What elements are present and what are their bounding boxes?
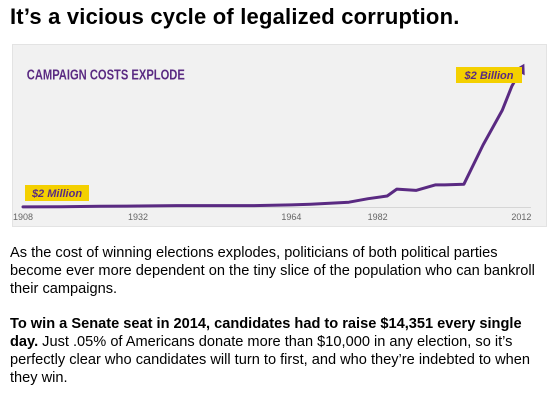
x-tick-label: 2012: [511, 212, 531, 222]
x-tick-label: 1964: [281, 212, 301, 222]
paragraph-cost-explodes: As the cost of winning elections explode…: [10, 245, 535, 297]
chart-svg: CAMPAIGN COSTS EXPLODE 1908 1932 1964 1982 20…: [13, 63, 531, 222]
chart-title: CAMPAIGN COSTS EXPLODE: [27, 66, 185, 83]
x-tick-label: 1982: [368, 212, 388, 222]
series-line: [21, 67, 523, 209]
annotation-end-label: $2 Billion: [464, 70, 514, 82]
senate-seat-rest-text: Just .05% of Americans donate more than …: [10, 334, 530, 386]
x-tick-label: 1908: [13, 212, 33, 222]
campaign-costs-chart: CAMPAIGN COSTS EXPLODE 1908 1932 1964 1982 20…: [12, 44, 547, 227]
headline: It’s a vicious cycle of legalized corrup…: [10, 4, 460, 29]
annotation-start-label-bg: [25, 185, 89, 201]
x-tick-label: 1932: [128, 212, 148, 222]
annotation-start-label: $2 Million: [31, 188, 82, 200]
paragraph-senate-seat: To win a Senate seat in 2014, candidates…: [10, 315, 550, 387]
annotation-end-label-bg: [456, 67, 522, 83]
senate-seat-bold-text: To win a Senate seat in 2014, candidates…: [10, 316, 522, 350]
